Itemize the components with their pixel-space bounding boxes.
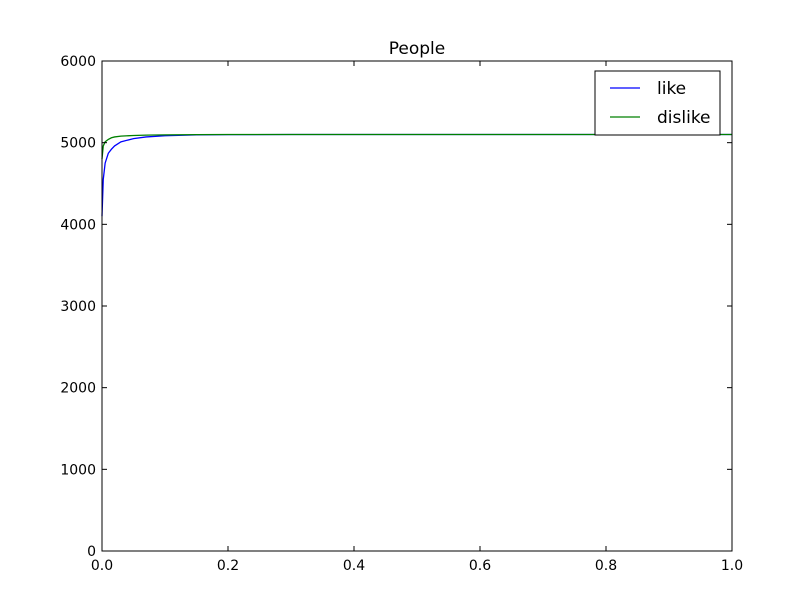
y-tick-label: 5000	[60, 136, 96, 152]
legend-box	[594, 70, 721, 136]
x-tick-label: 1.0	[721, 558, 743, 574]
x-tick-label: 0.8	[595, 558, 617, 574]
y-tick-label: 4000	[60, 217, 96, 233]
series-line-like	[101, 133, 732, 217]
x-tick-label: 0.0	[91, 558, 113, 574]
y-tick-label: 1000	[60, 462, 96, 478]
legend-label: like	[657, 79, 686, 99]
x-tick-label: 0.4	[343, 558, 365, 574]
y-tick-label: 6000	[60, 54, 96, 70]
chart-title: People	[389, 39, 445, 59]
x-tick-label: 0.6	[469, 558, 491, 574]
x-tick-label: 0.2	[217, 558, 239, 574]
y-tick-label: 2000	[60, 381, 96, 397]
y-tick-label: 0	[87, 544, 96, 560]
series-layer	[101, 133, 732, 217]
legend-label: dislike	[657, 108, 711, 128]
series-line-dislike	[101, 133, 732, 160]
y-tick-label: 3000	[60, 299, 96, 315]
legend: like dislike	[594, 70, 721, 136]
ticks-layer: 0.0 0.2 0.4 0.6 0.8 1.0 0 1000 2000 3000 4000 5000 6…	[60, 54, 743, 574]
